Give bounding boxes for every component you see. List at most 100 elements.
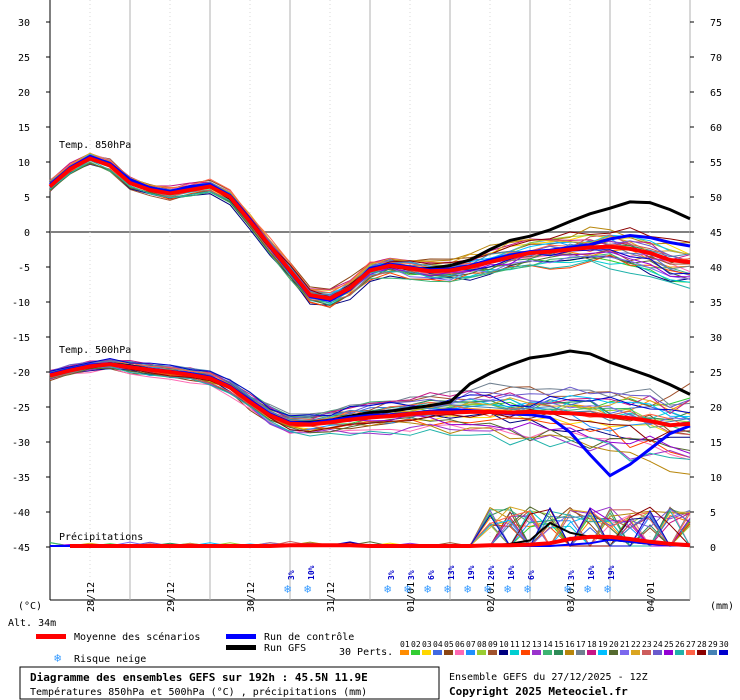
snow-risk-pct: 6% bbox=[427, 570, 436, 580]
date-tick-label: 29/12 bbox=[166, 582, 177, 612]
right-tick-label: 10 bbox=[710, 473, 722, 484]
snowflake-icon: ❄ bbox=[54, 651, 61, 665]
pert-number: 12 bbox=[521, 640, 531, 649]
pert-number: 02 bbox=[411, 640, 421, 649]
pert-number: 15 bbox=[554, 640, 564, 649]
pert-number: 22 bbox=[631, 640, 641, 649]
pert-swatch bbox=[576, 650, 585, 655]
left-tick-label: 25 bbox=[18, 53, 30, 64]
pert-swatch bbox=[488, 650, 497, 655]
left-tick-label: 30 bbox=[18, 18, 30, 29]
left-tick-label: 5 bbox=[24, 193, 30, 204]
left-tick-label: -5 bbox=[18, 263, 30, 274]
footer-subtitle: Températures 850hPa et 500hPa (°C) , pré… bbox=[30, 686, 367, 698]
pert-swatch bbox=[455, 650, 464, 655]
date-tick-label: 01/01 bbox=[406, 582, 417, 612]
snowflake-icon: ❄ bbox=[584, 582, 591, 596]
date-tick-label: 04/01 bbox=[646, 582, 657, 612]
date-tick-label: 30/12 bbox=[246, 582, 257, 612]
pert-number: 24 bbox=[653, 640, 663, 649]
pert-number: 21 bbox=[620, 640, 630, 649]
control-line bbox=[49, 154, 691, 303]
right-tick-label: 0 bbox=[710, 543, 716, 554]
pert-swatch bbox=[422, 650, 431, 655]
pert-number: 03 bbox=[422, 640, 432, 649]
legend-label-control: Run de contrôle bbox=[264, 631, 354, 643]
snow-risk-pct: 13% bbox=[447, 565, 456, 580]
snow-risk-pct: 3% bbox=[567, 570, 576, 580]
panel-label-500: Temp. 500hPa bbox=[59, 345, 131, 356]
pert-number: 28 bbox=[697, 640, 707, 649]
pert-swatch bbox=[554, 650, 563, 655]
panel-label-850: Temp. 850hPa bbox=[59, 140, 131, 151]
pert-number: 09 bbox=[488, 640, 498, 649]
left-tick-label: -20 bbox=[12, 368, 30, 379]
pert-number: 01 bbox=[400, 640, 410, 649]
snow-risk-pct: 16% bbox=[587, 565, 596, 580]
mean-line bbox=[48, 156, 691, 301]
member-line bbox=[49, 365, 691, 458]
legend-swatch-gfs bbox=[226, 645, 256, 650]
right-tick-label: 20 bbox=[710, 403, 722, 414]
pert-swatch bbox=[598, 650, 607, 655]
snow-risk-pct: 26% bbox=[487, 565, 496, 580]
left-tick-label: 0 bbox=[24, 228, 30, 239]
pert-number: 27 bbox=[686, 640, 696, 649]
right-tick-label: 60 bbox=[710, 123, 722, 134]
pert-number: 23 bbox=[642, 640, 652, 649]
footer-title: Diagramme des ensembles GEFS sur 192h : … bbox=[30, 671, 368, 684]
copyright: Copyright 2025 Meteociel.fr bbox=[449, 685, 628, 698]
left-axis-ticks: 30 25 20 15 10 5 0 -5 -10 -15 -20 -25 -30 -35 -40 -45 bbox=[12, 18, 50, 554]
pert-number: 29 bbox=[708, 640, 718, 649]
date-tick-label: 31/12 bbox=[326, 582, 337, 612]
left-tick-label: -45 bbox=[12, 543, 30, 554]
chart-grid bbox=[50, 0, 691, 600]
precip-mean-line bbox=[70, 534, 691, 548]
pert-swatch bbox=[719, 650, 728, 655]
highlight-lines bbox=[48, 154, 691, 548]
date-tick-label: 28/12 bbox=[86, 582, 97, 612]
snow-risk-pct: 3% bbox=[407, 570, 416, 580]
run-info: Ensemble GEFS du 27/12/2025 - 12Z bbox=[449, 672, 648, 683]
snow-risk-pct: 16% bbox=[507, 565, 516, 580]
pert-number: 07 bbox=[466, 640, 476, 649]
left-tick-label: -15 bbox=[12, 333, 30, 344]
snow-risk-row: 3% ❄ 10% ❄ 3% ❄ 3% ❄ 6% ❄ 13% ❄ 19% ❄ 26% ❄ 16% ❄ 6% ❄ 3% ❄ 16… bbox=[284, 565, 616, 596]
pert-number: 25 bbox=[664, 640, 674, 649]
pert-number: 16 bbox=[565, 640, 575, 649]
date-tick-label: 02/01 bbox=[486, 582, 497, 612]
snowflake-icon: ❄ bbox=[404, 582, 411, 596]
left-tick-label: 15 bbox=[18, 123, 30, 134]
left-tick-label: -10 bbox=[12, 298, 30, 309]
pert-swatch bbox=[653, 650, 662, 655]
member-line bbox=[49, 152, 691, 291]
pert-number: 06 bbox=[455, 640, 465, 649]
pert-swatch bbox=[686, 650, 695, 655]
pert-number: 17 bbox=[576, 640, 586, 649]
legend-label-gfs: Run GFS bbox=[264, 643, 306, 654]
pert-number: 11 bbox=[510, 640, 520, 649]
snow-risk-pct: 19% bbox=[467, 565, 476, 580]
pert-swatch bbox=[609, 650, 618, 655]
pert-number: 18 bbox=[587, 640, 597, 649]
right-tick-label: 70 bbox=[710, 53, 722, 64]
snowflake-icon: ❄ bbox=[444, 582, 451, 596]
right-tick-label: 50 bbox=[710, 193, 722, 204]
altitude-label: Alt. 34m bbox=[8, 618, 56, 629]
left-tick-label: -25 bbox=[12, 403, 30, 414]
legend-label-mean: Moyenne des scénarios bbox=[74, 631, 200, 643]
right-tick-label: 15 bbox=[710, 438, 722, 449]
snowflake-icon: ❄ bbox=[304, 582, 311, 596]
right-tick-label: 30 bbox=[710, 333, 722, 344]
pert-number: 05 bbox=[444, 640, 454, 649]
legend-swatch-control bbox=[226, 634, 256, 639]
member-line bbox=[49, 364, 691, 443]
left-tick-label: 10 bbox=[18, 158, 30, 169]
date-tick-label: 03/01 bbox=[566, 582, 577, 612]
mean-line bbox=[49, 362, 691, 428]
snowflake-icon: ❄ bbox=[284, 582, 291, 596]
pert-swatch bbox=[510, 650, 519, 655]
pert-swatch bbox=[708, 650, 717, 655]
legend-label-snow: Risque neige bbox=[74, 654, 146, 665]
